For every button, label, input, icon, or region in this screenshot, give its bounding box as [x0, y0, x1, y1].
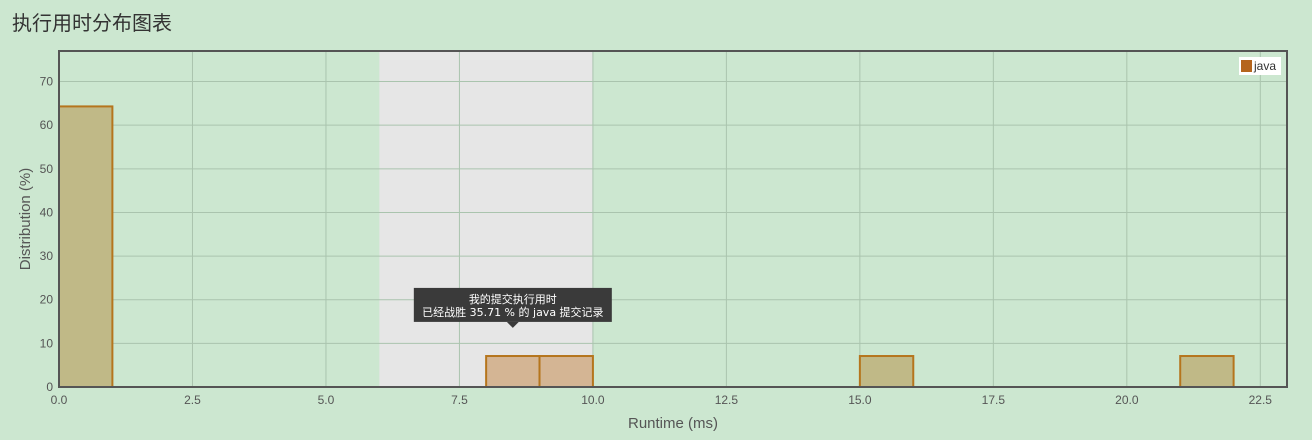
y-tick-label: 20 [40, 293, 54, 307]
highlight-band [379, 51, 593, 387]
x-tick-label: 0.0 [51, 393, 68, 407]
y-tick-label: 30 [40, 249, 54, 263]
plot-area [59, 51, 1287, 387]
histogram-bar [538, 355, 594, 389]
tooltip-box [413, 287, 612, 322]
y-tick-label: 70 [40, 75, 54, 89]
x-tick-label: 7.5 [451, 393, 468, 407]
x-tick-label: 5.0 [318, 393, 335, 407]
x-axis-title: Runtime (ms) [628, 415, 718, 432]
y-tick-label: 10 [40, 336, 54, 350]
y-tick-label: 60 [40, 118, 54, 132]
y-axis-title: Distribution (%) [17, 168, 34, 271]
tooltip-arrow [506, 321, 519, 328]
page-title: 执行用时分布图表 [12, 11, 172, 35]
x-tick-label: 2.5 [184, 393, 201, 407]
legend-label-java[interactable]: java [1253, 59, 1276, 73]
histogram-bar [1179, 355, 1235, 389]
plot-frame [58, 50, 1288, 388]
tooltip-line-1: 我的提交执行用时 [469, 292, 557, 306]
histogram-bar [58, 105, 114, 388]
y-tick-label: 0 [46, 380, 53, 394]
x-tick-label: 22.5 [1249, 393, 1273, 407]
histogram-bars [58, 105, 1235, 389]
y-tick-label: 40 [40, 205, 54, 219]
plot-background [59, 51, 1287, 387]
tooltip: 我的提交执行用时 已经战胜 35.71 % 的 java 提交记录 [413, 287, 612, 328]
x-tick-labels: 0.0 2.5 5.0 7.5 10.0 12.5 15.0 17.5 20.0 22.5 [51, 393, 1273, 407]
y-tick-label: 50 [40, 162, 54, 176]
x-tick-label: 17.5 [982, 393, 1006, 407]
legend-swatch-java[interactable] [1241, 60, 1252, 72]
x-tick-label: 12.5 [715, 393, 739, 407]
x-tick-label: 20.0 [1115, 393, 1139, 407]
legend[interactable]: java [1239, 57, 1281, 75]
histogram-bar [858, 355, 915, 389]
histogram-bar [485, 355, 541, 389]
x-tick-label: 10.0 [581, 393, 605, 407]
tooltip-line-2: 已经战胜 35.71 % 的 java 提交记录 [422, 305, 603, 319]
x-tick-label: 15.0 [848, 393, 872, 407]
y-tick-labels: 0 10 20 30 40 50 60 70 [40, 75, 54, 394]
